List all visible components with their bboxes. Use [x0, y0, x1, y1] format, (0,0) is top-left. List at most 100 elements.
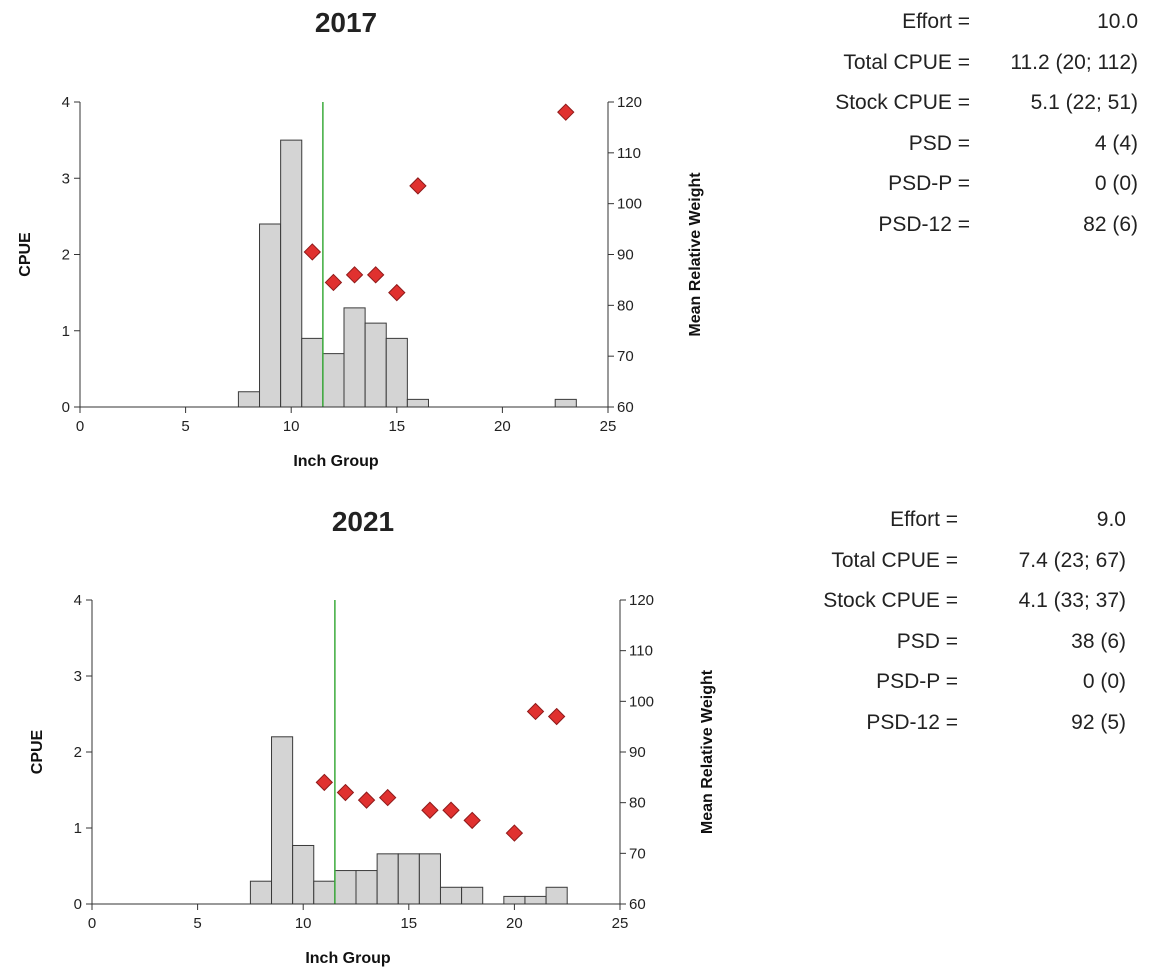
stat-row: Stock CPUE = 5.1 (22; 51): [835, 83, 1138, 123]
relative-weight-marker: [547, 707, 566, 726]
cpue-bar: [259, 223, 282, 408]
stat-row: PSD = 38 (6): [897, 622, 1126, 662]
stat-row: Total CPUE = 11.2 (20; 112): [843, 43, 1138, 83]
y-axis-label: CPUE: [17, 232, 34, 277]
stat-label: PSD-12 =: [878, 212, 970, 236]
stat-label: PSD-P =: [876, 670, 958, 693]
stat-row: Effort = 9.0: [890, 500, 1126, 540]
stat-row: Stock CPUE = 4.1 (33; 37): [823, 581, 1126, 621]
x-tick-label: 10: [295, 915, 312, 932]
stat-value: 10.0: [1097, 10, 1138, 33]
relative-weight-marker: [345, 266, 364, 284]
stat-label: PSD =: [908, 131, 970, 155]
stat-label: Effort =: [902, 10, 970, 33]
y-tick-label: 2: [74, 744, 82, 761]
cpue-bar: [249, 880, 273, 905]
cpue-bar: [280, 139, 303, 408]
relative-weight-marker: [526, 702, 545, 721]
stat-label: Effort =: [890, 508, 958, 531]
cpue-bar: [343, 307, 366, 408]
stat-label: PSD-12 =: [866, 710, 958, 734]
relative-weight-marker: [336, 783, 355, 802]
cpue-bar: [271, 736, 294, 905]
y2-axis-label: Mean Relative Weight: [687, 172, 704, 337]
x-tick-label: 5: [181, 418, 189, 435]
y2-tick-label: 120: [629, 592, 654, 609]
chart-title: 2017: [315, 7, 377, 38]
stat-value: 5.1 (22; 51): [1030, 91, 1138, 114]
cpue-bar: [301, 337, 324, 408]
x-tick-label: 5: [193, 915, 201, 932]
stat-value: 82 (6): [1083, 212, 1138, 236]
y-tick-label: 2: [62, 247, 70, 264]
stat-label: Stock CPUE =: [835, 91, 970, 114]
y2-tick-label: 70: [617, 348, 634, 365]
relative-weight-marker: [366, 266, 385, 284]
x-axis-label: Inch Group: [305, 950, 391, 967]
x-tick-label: 25: [600, 418, 617, 435]
cpue-bar: [524, 895, 547, 905]
y2-tick-label: 110: [617, 145, 641, 162]
x-tick-label: 0: [76, 418, 84, 435]
stat-row: PSD-P = 0 (0): [876, 662, 1126, 702]
relative-weight-marker: [357, 791, 376, 809]
y2-tick-label: 70: [629, 845, 646, 862]
stat-label: Total CPUE =: [843, 50, 970, 74]
stat-row: PSD-P = 0 (0): [888, 164, 1138, 204]
relative-weight-marker: [378, 788, 397, 807]
cpue-bar: [397, 853, 420, 905]
y-tick-label: 4: [74, 592, 82, 609]
y2-tick-label: 110: [629, 643, 653, 660]
relative-weight-marker: [315, 773, 334, 792]
stat-value: 7.4 (23; 67): [1018, 548, 1126, 572]
cpue-bar: [237, 391, 261, 408]
x-tick-label: 20: [506, 915, 523, 932]
relative-weight-marker: [442, 801, 460, 819]
cpue-bar: [439, 886, 463, 905]
y-tick-label: 1: [74, 820, 82, 837]
cpue-bar: [322, 353, 345, 408]
x-tick-label: 0: [88, 915, 96, 932]
cpue-bar: [364, 322, 387, 408]
y-tick-label: 0: [62, 399, 70, 416]
cpue-bar: [355, 870, 378, 905]
y-tick-label: 3: [62, 170, 70, 187]
stat-row: PSD-12 = 82 (6): [878, 205, 1138, 245]
x-tick-label: 15: [388, 418, 405, 435]
x-axis-label: Inch Group: [293, 453, 379, 470]
chart-2021: 2021 0 5 10 15 20 25 0 1 2 3 4 60 70 80 90 100 110 120 Inch…: [29, 506, 716, 967]
stat-label: Stock CPUE =: [823, 589, 958, 612]
x-tick-label: 15: [400, 915, 417, 932]
y2-tick-label: 80: [617, 297, 634, 314]
y2-tick-label: 90: [617, 247, 634, 264]
cpue-bar: [461, 886, 484, 905]
stat-row: Effort = 10.0: [902, 2, 1138, 42]
cpue-bar: [418, 853, 441, 905]
cpue-bar: [503, 895, 526, 905]
stat-label: Total CPUE =: [831, 548, 958, 572]
stat-value: 9.0: [1096, 508, 1126, 531]
stat-value: 4.1 (33; 37): [1018, 589, 1126, 612]
y-tick-label: 1: [62, 323, 70, 340]
cpue-bar: [334, 870, 357, 905]
stat-value: 92 (5): [1071, 710, 1126, 734]
stat-value: 0 (0): [1082, 670, 1126, 693]
y2-tick-label: 120: [617, 94, 642, 111]
chart-title: 2021: [332, 506, 394, 537]
relative-weight-marker: [505, 824, 524, 842]
cpue-bar: [406, 398, 429, 408]
stat-value: 0 (0): [1094, 172, 1138, 195]
cpue-bar: [545, 886, 568, 905]
cpue-bar: [376, 853, 399, 905]
relative-weight-marker: [421, 801, 439, 819]
y-tick-label: 4: [62, 94, 70, 111]
y2-tick-label: 80: [629, 795, 646, 812]
cpue-bar: [385, 337, 408, 408]
chart-2017: 2017 0 5 10 15 20 25 0 1 2 3 4 60 70 80 90 100 110 120 Inch…: [17, 7, 704, 470]
relative-weight-marker: [388, 283, 406, 302]
y2-tick-label: 60: [617, 399, 634, 416]
stat-value: 4 (4): [1094, 131, 1138, 155]
cpue-bar: [313, 880, 336, 905]
relative-weight-marker: [409, 177, 427, 195]
